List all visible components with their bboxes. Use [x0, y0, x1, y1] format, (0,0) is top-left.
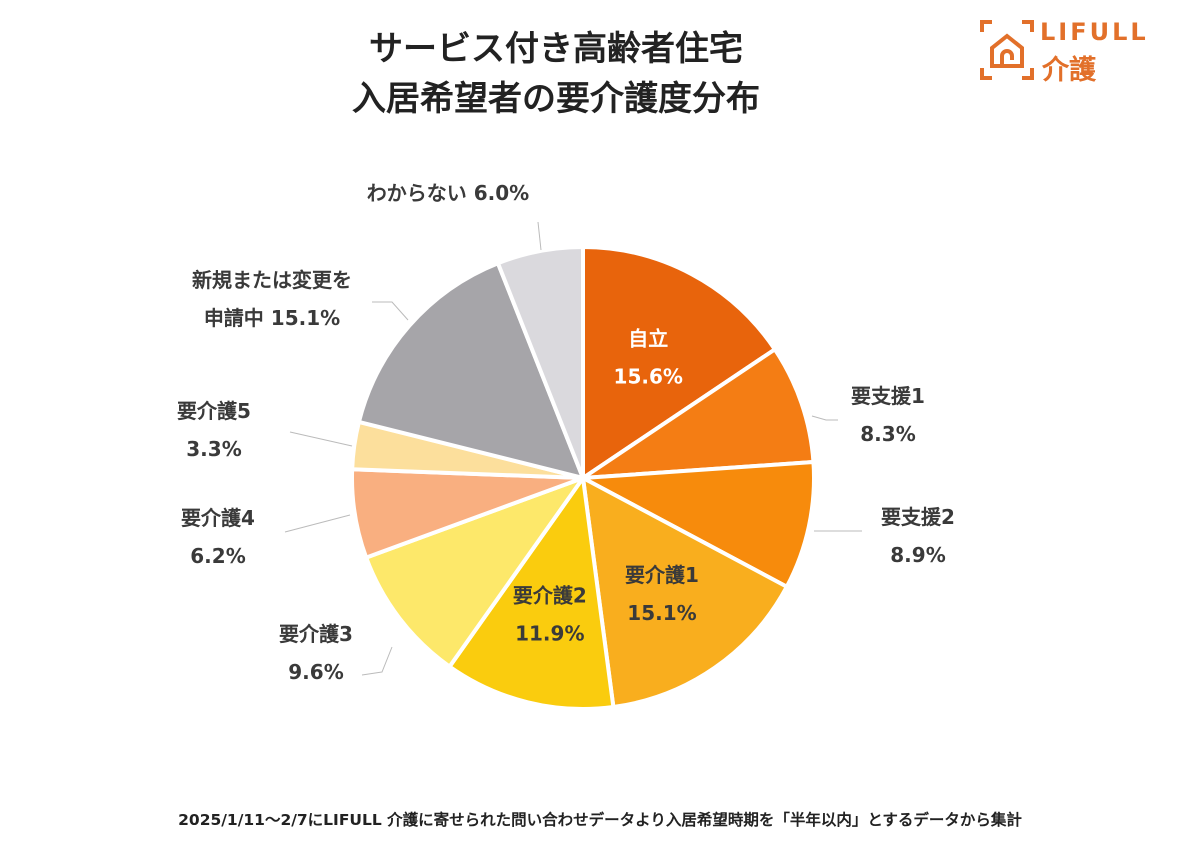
slice-label-text: 8.9%: [890, 543, 945, 567]
slice-label-text: 要介護4: [181, 506, 255, 530]
slice-label-value: 15.1%: [627, 601, 696, 625]
slice-label: 要支援2 8.9%: [881, 505, 955, 567]
footnote: 2025/1/11～2/7にLIFULL 介護に寄せられた問い合わせデータより入…: [178, 811, 1022, 829]
lifull-logo: LIFULL 介護: [978, 18, 1178, 86]
pie-slice: [581, 245, 777, 480]
slice-label-text: 要支援1: [851, 384, 925, 408]
leader-line: [361, 646, 393, 676]
slice-label-value: 11.9%: [515, 622, 584, 646]
slice-label-text: 9.6%: [288, 660, 343, 684]
leader-line: [537, 221, 542, 251]
slice-label-name: 要介護2: [513, 584, 587, 608]
slice-label: 要介護5 3.3%: [177, 399, 251, 461]
slice-label: 要介護4 6.2%: [181, 506, 255, 568]
slice-label: 要介護2 11.9%: [513, 584, 587, 646]
slice-label-text: わからない 6.0%: [367, 181, 529, 205]
slice-label: 要介護1 15.1%: [625, 563, 699, 625]
chart-title: サービス付き高齢者住宅 入居希望者の要介護度分布: [300, 24, 812, 124]
slice-label-text: 要支援2: [881, 505, 955, 529]
leader-line: [289, 431, 353, 447]
slice-label-text: 要介護3: [279, 622, 353, 646]
slice-label-text: 6.2%: [190, 544, 245, 568]
pie-slice: [495, 245, 585, 480]
slice-label: 要介護3 9.6%: [279, 622, 353, 684]
slice-label: わからない 6.0%: [367, 181, 529, 205]
slice-label-name: 要介護1: [625, 563, 699, 587]
slice-label-text: 新規または変更を: [192, 268, 352, 292]
logo-text-lifull: LIFULL: [1040, 18, 1149, 46]
leader-line: [284, 514, 351, 533]
pie-slice: [364, 476, 585, 669]
slice-label: 自立 15.6%: [614, 327, 683, 389]
pie-slice: [581, 347, 816, 480]
slice-label-text: 要介護5: [177, 399, 251, 423]
slice-label-text: 3.3%: [186, 437, 241, 461]
chart-title-line1: サービス付き高齢者住宅: [369, 29, 743, 69]
pie-slice: [581, 460, 816, 589]
pie-slice: [356, 261, 585, 480]
slice-label-name: 自立: [628, 327, 668, 351]
slice-label: 要支援1 8.3%: [851, 384, 925, 446]
leader-line: [811, 415, 838, 421]
leader-line: [372, 301, 409, 321]
pie-slice: [581, 476, 789, 709]
chart-title-line2: 入居希望者の要介護度分布: [352, 79, 760, 119]
house-frame-icon: [980, 20, 1034, 80]
slice-label-value: 15.6%: [614, 365, 683, 389]
pie-slice: [447, 476, 616, 711]
slice-label-text: 申請中 15.1%: [204, 306, 340, 330]
logo-text-kaigo: 介護: [1042, 55, 1096, 86]
slice-label-text: 8.3%: [860, 422, 915, 446]
